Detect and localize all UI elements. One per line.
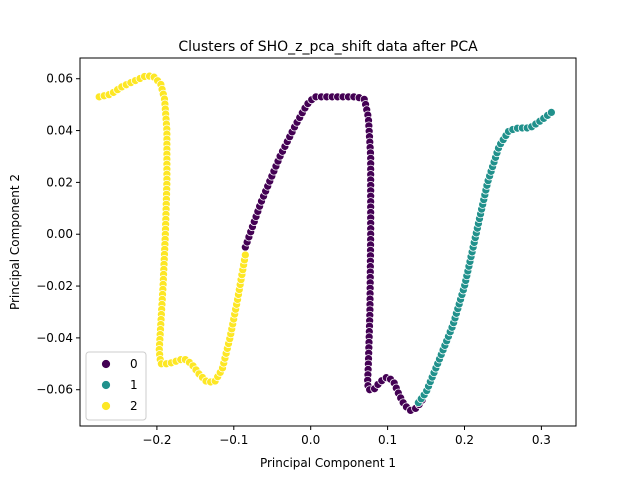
- x-tick-label: −0.2: [142, 433, 171, 447]
- x-tick-label: −0.1: [219, 433, 248, 447]
- y-tick-label: 0.02: [46, 175, 73, 189]
- chart-title: Clusters of SHO_z_pca_shift data after P…: [178, 39, 478, 55]
- legend-marker: [101, 380, 111, 390]
- legend-marker: [101, 359, 111, 369]
- y-tick-label: 0.04: [46, 124, 73, 138]
- x-tick-label: 0.2: [455, 433, 474, 447]
- series-0: [240, 92, 427, 415]
- x-axis-title: Principal Component 1: [260, 456, 396, 470]
- data-point: [547, 108, 556, 117]
- points-layer: [94, 71, 556, 415]
- y-tick-label: −0.06: [36, 383, 73, 397]
- x-tick-label: 0.3: [532, 433, 551, 447]
- y-tick-label: 0.00: [46, 227, 73, 241]
- y-axis-title: Principal Component 2: [8, 174, 22, 310]
- legend-marker: [101, 401, 111, 411]
- data-point: [240, 250, 250, 260]
- x-tick-label: 0.0: [301, 433, 320, 447]
- plot-frame: [79, 57, 577, 427]
- y-axis-ticks: −0.06 −0.04 −0.02 0.00 0.02 0.04 0.06: [36, 72, 80, 397]
- legend: 0 1 2: [85, 351, 147, 421]
- series-1: [413, 108, 556, 408]
- x-axis-ticks: −0.2 −0.1 0.0 0.1 0.2 0.3: [142, 426, 551, 447]
- x-tick-label: 0.1: [378, 433, 397, 447]
- y-tick-label: 0.06: [46, 72, 73, 86]
- y-tick-label: −0.04: [36, 331, 73, 345]
- legend-label: 2: [130, 399, 138, 413]
- legend-label: 0: [130, 357, 138, 371]
- legend-box: [85, 351, 147, 421]
- legend-label: 1: [130, 378, 138, 392]
- series-2: [94, 71, 250, 387]
- y-tick-label: −0.02: [36, 279, 73, 293]
